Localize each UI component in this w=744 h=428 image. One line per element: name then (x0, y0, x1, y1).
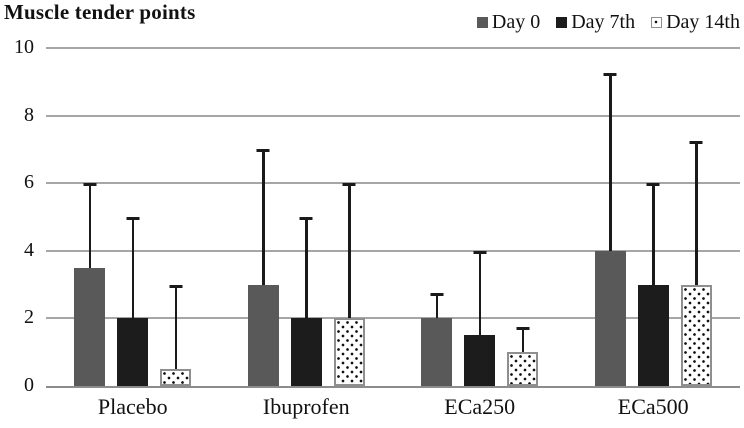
error-bar-day-0-placebo (83, 183, 97, 268)
bar-cell-day-14th-eca500 (680, 48, 712, 386)
error-bar-cap-icon (516, 326, 530, 330)
bar-day-14th-placebo (160, 369, 192, 386)
error-bar-day-14th-ibuprofen (342, 183, 356, 319)
bar-day-14th-ibuprofen (333, 318, 365, 386)
plot-area (46, 47, 740, 388)
legend-label-day-0: Day 0 (491, 11, 541, 33)
error-bar-cap-icon (83, 183, 97, 187)
y-axis-tick-label-4: 4 (24, 238, 34, 261)
error-bar-day-0-eca250 (430, 293, 444, 319)
bar-cell-day-7th-eca250 (464, 48, 496, 386)
legend-swatch-day-7th-icon (556, 17, 568, 28)
error-bar-day-0-ibuprofen (256, 149, 270, 285)
bar-cell-day-14th-placebo (160, 48, 192, 386)
error-bar-day-7th-ibuprofen (299, 217, 313, 319)
bar-day-7th-eca250 (464, 335, 496, 386)
bar-cell-day-7th-placebo (117, 48, 149, 386)
error-bar-day-7th-eca500 (646, 183, 660, 285)
gridline-2 (46, 317, 740, 320)
error-bar-cap-icon (256, 149, 270, 153)
group-eca250 (393, 48, 567, 386)
gridline-4 (46, 249, 740, 252)
y-axis: 0 2 4 6 8 10 (0, 37, 36, 395)
bar-cell-day-7th-eca500 (637, 48, 669, 386)
bar-day-0-placebo (74, 267, 106, 386)
bar-day-7th-placebo (117, 318, 149, 386)
legend-label-day-7th: Day 7th (571, 11, 636, 33)
bar-day-0-ibuprofen (247, 284, 279, 386)
error-bar-day-14th-eca500 (689, 140, 703, 285)
group-eca500 (567, 48, 741, 386)
gridline-6 (46, 182, 740, 185)
chart-title: Muscle tender points (4, 0, 196, 24)
bar-cell-day-0-eca250 (421, 48, 453, 386)
bar-cell-day-14th-eca250 (507, 48, 539, 386)
error-bar-cap-icon (342, 183, 356, 187)
y-axis-tick-label-8: 8 (24, 103, 34, 126)
error-bar-day-7th-eca250 (473, 250, 487, 336)
error-bar-cap-icon (169, 284, 183, 288)
error-bar-cap-icon (473, 250, 487, 254)
x-axis: Placebo Ibuprofen ECa250 ECa500 (46, 394, 740, 420)
legend-label-day-14th: Day 14th (666, 11, 740, 33)
error-bar-day-14th-placebo (169, 284, 183, 370)
error-bar-cap-icon (689, 140, 703, 144)
bar-day-14th-eca500 (680, 284, 712, 386)
error-bar-cap-icon (126, 217, 140, 221)
error-bar-cap-icon (299, 217, 313, 221)
error-bar-cap-icon (603, 73, 617, 77)
gridline-10 (46, 47, 740, 49)
legend-item-day-7th: Day 7th (556, 11, 635, 34)
bar-day-0-eca250 (421, 318, 453, 386)
error-bar-day-14th-eca250 (516, 326, 530, 353)
x-axis-label-eca500: ECa500 (617, 394, 689, 419)
error-bar-cap-icon (646, 183, 660, 187)
y-axis-tick-label-6: 6 (24, 171, 34, 194)
group-ibuprofen (220, 48, 394, 386)
bar-day-0-eca500 (594, 250, 626, 386)
legend-swatch-day-0-icon (476, 17, 488, 28)
error-bar-day-0-eca500 (603, 73, 617, 251)
y-axis-tick-label-2: 2 (24, 306, 34, 329)
x-axis-label-ibuprofen: Ibuprofen (262, 394, 350, 419)
bar-day-7th-eca500 (637, 284, 669, 386)
legend-item-day-0: Day 0 (476, 11, 541, 34)
bar-cell-day-0-eca500 (594, 48, 626, 386)
group-placebo (46, 48, 220, 386)
bar-groups (46, 48, 740, 386)
gridline-8 (46, 114, 740, 117)
bar-day-7th-ibuprofen (290, 318, 322, 386)
bar-cell-day-0-ibuprofen (247, 48, 279, 386)
bar-cell-day-14th-ibuprofen (333, 48, 365, 386)
bar-cell-day-0-placebo (74, 48, 106, 386)
x-axis-label-placebo: Placebo (97, 394, 168, 419)
bar-day-14th-eca250 (507, 352, 539, 386)
bar-cell-day-7th-ibuprofen (290, 48, 322, 386)
x-axis-label-eca250: ECa250 (444, 394, 516, 419)
legend-item-day-14th: Day 14th (651, 11, 740, 34)
legend-swatch-day-14th-icon (651, 17, 663, 28)
error-bar-cap-icon (430, 293, 444, 297)
legend: Day 0 Day 7th Day 14th (476, 11, 740, 34)
error-bar-day-7th-placebo (126, 217, 140, 319)
y-axis-tick-label-10: 10 (14, 36, 34, 59)
y-axis-tick-label-0: 0 (24, 374, 34, 397)
